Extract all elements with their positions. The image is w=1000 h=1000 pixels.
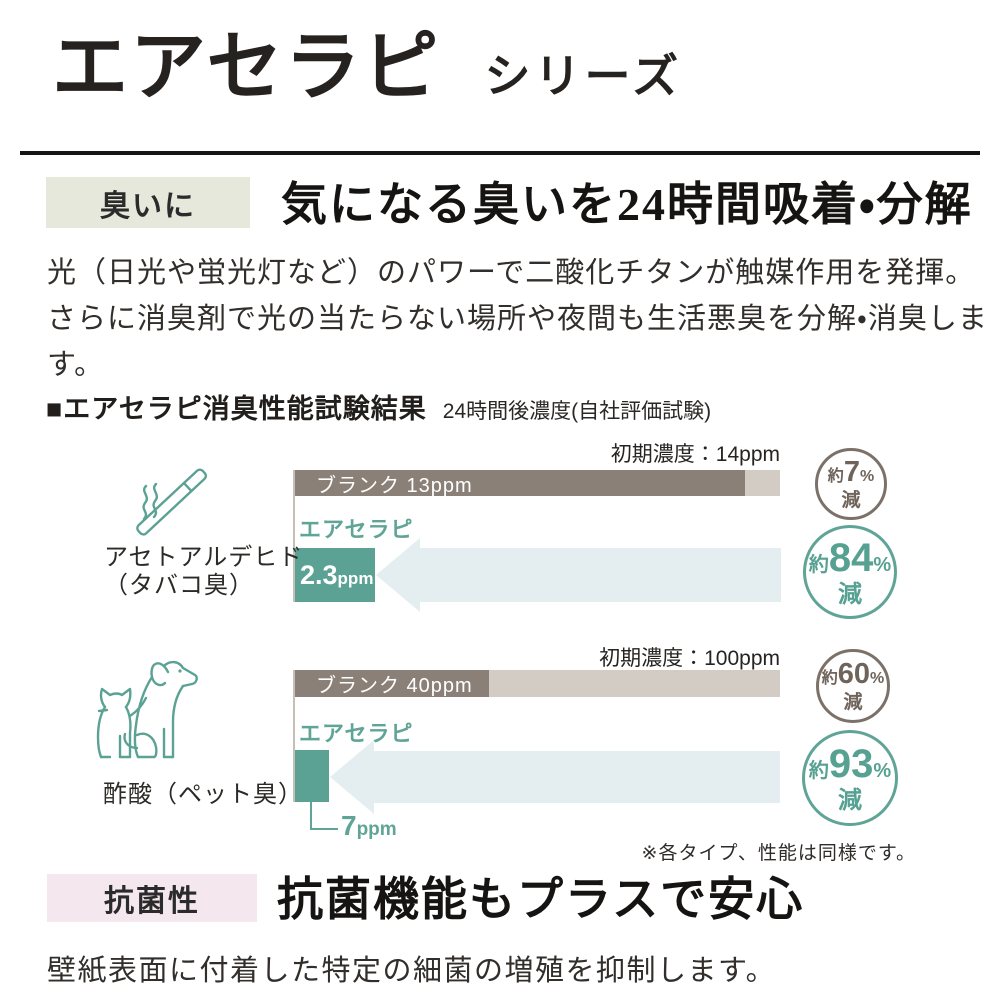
page-title-suffix: シリーズ xyxy=(484,49,683,102)
title-divider xyxy=(20,151,980,155)
chart-row-acetic-acid: 初期濃度：100ppm ブランク 40ppm エアセラピ 7ppm xyxy=(0,636,1000,870)
test-results-heading-row: ■エアセラピ消臭性能試験結果 24時間後濃度(自社評価試験) xyxy=(46,387,711,426)
result-bar: 2.3ppm xyxy=(295,548,375,602)
antibacterial-section-heading: 抗菌機能もプラスで安心 xyxy=(277,874,805,925)
odor-name: アセトアルデヒド xyxy=(104,544,304,571)
reduction-badge-blank: 約 60% 減 xyxy=(816,649,890,723)
chart-axis-line xyxy=(293,670,295,802)
cigarette-icon xyxy=(136,468,208,536)
blank-bar: ブランク 13ppm xyxy=(295,470,780,497)
antibacterial-section-badge: 抗菌性 xyxy=(47,874,257,922)
odor-section-heading: 気になる臭いを24時間吸着・分解 xyxy=(281,179,973,230)
result-callout-line xyxy=(310,802,338,830)
reduction-arrow xyxy=(376,538,781,612)
reduction-badge-product: 約 84% 減 xyxy=(803,525,897,619)
reduction-badge-blank: 約 7% 減 xyxy=(815,448,887,520)
reduction-arrow xyxy=(330,740,780,814)
blank-bar: ブランク 40ppm xyxy=(295,670,780,697)
dog-cat-icon xyxy=(96,660,198,759)
blank-bar-label: ブランク 13ppm xyxy=(316,474,473,497)
result-bar xyxy=(295,750,329,802)
blank-bar-fill: ブランク 13ppm xyxy=(295,470,746,497)
chart-note: ※各タイプ、性能は同様です。 xyxy=(641,843,916,864)
odor-name: 酢酸（ペット臭） xyxy=(103,781,303,808)
result-bar-label: 2.3ppm xyxy=(300,559,374,590)
chart-row-acetaldehyde: 初期濃度：14ppm ブランク 13ppm エアセラピ 2.3ppm アセトアル… xyxy=(0,436,1000,626)
page-title: エアセラピ xyxy=(52,25,441,110)
odor-badge-label: 臭いに xyxy=(100,189,196,223)
series-label: エアセラピ xyxy=(299,517,414,542)
blank-bar-label: ブランク 40ppm xyxy=(316,675,473,697)
chart-axis-line xyxy=(293,470,295,602)
page-title-row: エアセラピ シリーズ xyxy=(52,26,682,110)
odor-label: 酢酸（ペット臭） xyxy=(103,781,303,809)
reduction-badge-product: 約 93% 減 xyxy=(802,730,898,826)
initial-concentration-label: 初期濃度：100ppm xyxy=(599,647,780,670)
odor-note: （タバコ臭） xyxy=(104,572,254,599)
series-label: エアセラピ xyxy=(299,721,414,746)
antibacterial-badge-label: 抗菌性 xyxy=(104,885,200,918)
odor-body-line2: さらに消臭剤で光の当たらない場所や夜間も生活悪臭を分解・消臭します。 xyxy=(47,303,988,381)
result-callout-label: 7ppm xyxy=(341,810,397,841)
odor-section-body: 光（日光や蛍光灯など）のパワーで二酸化チタンが触媒作用を発揮。 さらに消臭剤で光… xyxy=(47,250,1000,388)
initial-concentration-label: 初期濃度：14ppm xyxy=(610,443,780,466)
test-results-heading: ■エアセラピ消臭性能試験結果 xyxy=(46,394,427,424)
odor-section-badge: 臭いに xyxy=(46,177,250,228)
odor-body-line1: 光（日光や蛍光灯など）のパワーで二酸化チタンが触媒作用を発揮。 xyxy=(47,257,976,289)
antibacterial-section-body: 壁紙表面に付着した特定の細菌の増殖を抑制します。 xyxy=(47,955,777,987)
odor-label: アセトアルデヒド （タバコ臭） xyxy=(104,544,303,600)
test-results-subheading: 24時間後濃度(自社評価試験) xyxy=(442,400,712,423)
blank-bar-fill: ブランク 40ppm xyxy=(295,670,489,697)
